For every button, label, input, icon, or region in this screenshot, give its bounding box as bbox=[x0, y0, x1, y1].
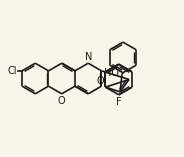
Text: N: N bbox=[85, 52, 92, 62]
Text: F: F bbox=[116, 97, 121, 107]
Text: O: O bbox=[58, 96, 66, 106]
Text: HO: HO bbox=[104, 68, 118, 78]
Text: Cl: Cl bbox=[7, 66, 17, 76]
Text: O: O bbox=[97, 76, 105, 86]
